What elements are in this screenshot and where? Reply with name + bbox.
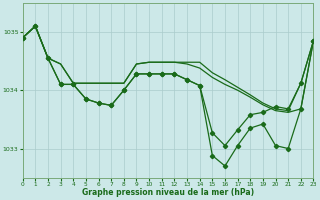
X-axis label: Graphe pression niveau de la mer (hPa): Graphe pression niveau de la mer (hPa)	[82, 188, 254, 197]
